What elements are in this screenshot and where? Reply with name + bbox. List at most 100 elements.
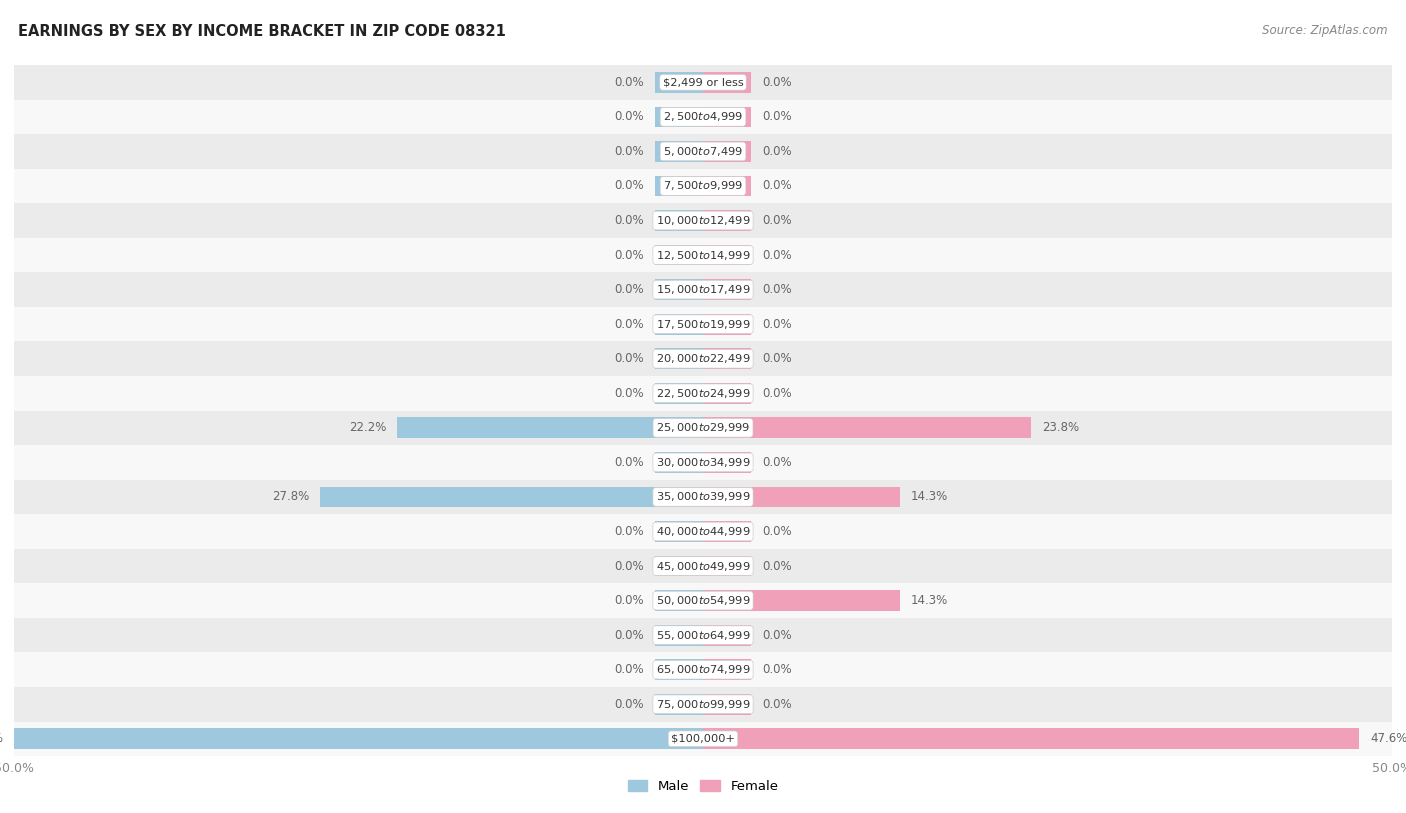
Text: $7,500 to $9,999: $7,500 to $9,999 bbox=[664, 180, 742, 193]
Text: 14.3%: 14.3% bbox=[911, 594, 948, 607]
Bar bbox=[703, 349, 751, 369]
Bar bbox=[14, 549, 1392, 584]
Bar bbox=[14, 376, 1392, 411]
Bar bbox=[703, 211, 751, 231]
Bar bbox=[14, 652, 1392, 687]
Text: $20,000 to $22,499: $20,000 to $22,499 bbox=[655, 352, 751, 365]
Text: 0.0%: 0.0% bbox=[762, 76, 792, 89]
Text: $25,000 to $29,999: $25,000 to $29,999 bbox=[655, 421, 751, 434]
Text: $22,500 to $24,999: $22,500 to $24,999 bbox=[655, 387, 751, 400]
Text: 0.0%: 0.0% bbox=[614, 180, 644, 193]
Text: 0.0%: 0.0% bbox=[614, 698, 644, 711]
Text: 50.0%: 50.0% bbox=[0, 733, 3, 746]
Bar bbox=[14, 722, 1392, 756]
Bar bbox=[14, 65, 1392, 99]
Bar bbox=[703, 383, 751, 404]
Bar bbox=[14, 584, 1392, 618]
Bar bbox=[14, 480, 1392, 515]
Text: 0.0%: 0.0% bbox=[614, 214, 644, 227]
Text: 0.0%: 0.0% bbox=[614, 559, 644, 572]
Bar bbox=[14, 203, 1392, 237]
Bar bbox=[14, 446, 1392, 480]
Bar bbox=[14, 134, 1392, 169]
Bar bbox=[14, 341, 1392, 376]
Text: 27.8%: 27.8% bbox=[271, 490, 309, 503]
Bar bbox=[655, 659, 703, 680]
Bar bbox=[703, 141, 751, 162]
Bar bbox=[14, 307, 1392, 341]
Text: 0.0%: 0.0% bbox=[614, 283, 644, 296]
Text: 0.0%: 0.0% bbox=[614, 663, 644, 676]
Bar bbox=[703, 72, 751, 93]
Text: 0.0%: 0.0% bbox=[762, 352, 792, 365]
Text: 0.0%: 0.0% bbox=[762, 387, 792, 400]
Text: 0.0%: 0.0% bbox=[762, 559, 792, 572]
Bar bbox=[655, 521, 703, 541]
Text: Source: ZipAtlas.com: Source: ZipAtlas.com bbox=[1263, 24, 1388, 37]
Text: $50,000 to $54,999: $50,000 to $54,999 bbox=[655, 594, 751, 607]
Text: 0.0%: 0.0% bbox=[762, 249, 792, 262]
Text: 0.0%: 0.0% bbox=[762, 628, 792, 641]
Text: $65,000 to $74,999: $65,000 to $74,999 bbox=[655, 663, 751, 676]
Text: $35,000 to $39,999: $35,000 to $39,999 bbox=[655, 490, 751, 503]
Text: $45,000 to $49,999: $45,000 to $49,999 bbox=[655, 559, 751, 572]
Bar bbox=[655, 280, 703, 300]
Bar bbox=[655, 141, 703, 162]
Text: $75,000 to $99,999: $75,000 to $99,999 bbox=[655, 698, 751, 711]
Text: 0.0%: 0.0% bbox=[614, 249, 644, 262]
Bar bbox=[703, 245, 751, 265]
Bar bbox=[703, 590, 900, 611]
Text: $30,000 to $34,999: $30,000 to $34,999 bbox=[655, 456, 751, 469]
Text: $17,500 to $19,999: $17,500 to $19,999 bbox=[655, 318, 751, 331]
Text: $12,500 to $14,999: $12,500 to $14,999 bbox=[655, 249, 751, 262]
Text: 0.0%: 0.0% bbox=[762, 698, 792, 711]
Bar bbox=[14, 237, 1392, 272]
Bar bbox=[703, 728, 1358, 750]
Bar bbox=[703, 486, 900, 507]
Bar bbox=[703, 280, 751, 300]
Text: $40,000 to $44,999: $40,000 to $44,999 bbox=[655, 525, 751, 538]
Text: 0.0%: 0.0% bbox=[614, 387, 644, 400]
Bar bbox=[14, 411, 1392, 446]
Text: 0.0%: 0.0% bbox=[762, 525, 792, 538]
Text: $2,499 or less: $2,499 or less bbox=[662, 77, 744, 87]
Text: $55,000 to $64,999: $55,000 to $64,999 bbox=[655, 628, 751, 641]
Text: 0.0%: 0.0% bbox=[614, 525, 644, 538]
Text: $10,000 to $12,499: $10,000 to $12,499 bbox=[655, 214, 751, 227]
Text: 0.0%: 0.0% bbox=[762, 111, 792, 124]
Bar bbox=[655, 107, 703, 127]
Bar bbox=[655, 556, 703, 576]
Text: 0.0%: 0.0% bbox=[614, 594, 644, 607]
Text: 14.3%: 14.3% bbox=[911, 490, 948, 503]
Text: $100,000+: $100,000+ bbox=[671, 734, 735, 744]
Bar bbox=[655, 383, 703, 404]
Bar bbox=[655, 176, 703, 197]
Text: 0.0%: 0.0% bbox=[614, 111, 644, 124]
Text: 0.0%: 0.0% bbox=[614, 628, 644, 641]
Text: $15,000 to $17,499: $15,000 to $17,499 bbox=[655, 283, 751, 296]
Text: 0.0%: 0.0% bbox=[762, 214, 792, 227]
Bar bbox=[655, 72, 703, 93]
Bar bbox=[655, 245, 703, 265]
Bar bbox=[14, 99, 1392, 134]
Bar bbox=[655, 211, 703, 231]
Text: 0.0%: 0.0% bbox=[762, 180, 792, 193]
Bar bbox=[396, 418, 703, 438]
Text: 0.0%: 0.0% bbox=[762, 456, 792, 469]
Bar bbox=[703, 418, 1031, 438]
Bar bbox=[14, 272, 1392, 307]
Bar bbox=[703, 556, 751, 576]
Text: $2,500 to $4,999: $2,500 to $4,999 bbox=[664, 111, 742, 124]
Bar bbox=[655, 349, 703, 369]
Text: 0.0%: 0.0% bbox=[614, 352, 644, 365]
Bar bbox=[655, 452, 703, 473]
Bar bbox=[655, 314, 703, 335]
Bar bbox=[703, 624, 751, 646]
Text: 0.0%: 0.0% bbox=[762, 318, 792, 331]
Text: 0.0%: 0.0% bbox=[614, 318, 644, 331]
Text: 0.0%: 0.0% bbox=[762, 283, 792, 296]
Text: 0.0%: 0.0% bbox=[614, 145, 644, 158]
Bar bbox=[655, 624, 703, 646]
Bar bbox=[14, 515, 1392, 549]
Bar bbox=[14, 687, 1392, 722]
